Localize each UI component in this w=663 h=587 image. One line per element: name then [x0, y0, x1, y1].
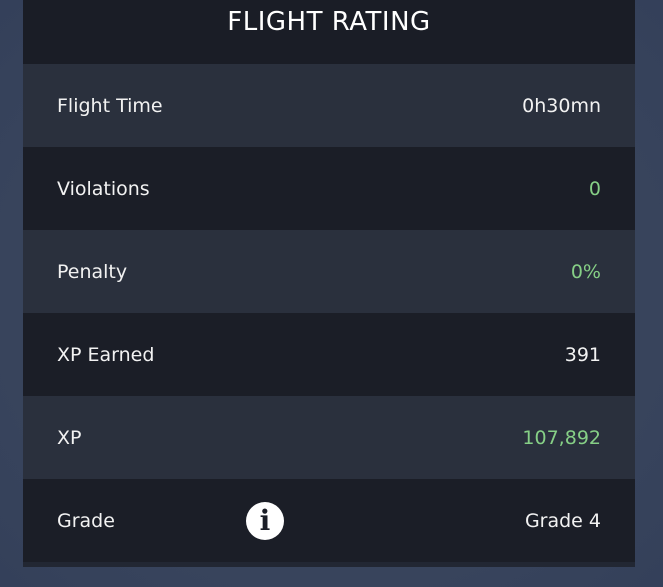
row-xp: XP 107,892 [23, 396, 635, 479]
row-value: Grade 4 [524, 509, 601, 532]
row-violations: Violations 0 [23, 147, 635, 230]
row-value: 0h30mn [522, 94, 601, 117]
row-penalty: Penalty 0% [23, 230, 635, 313]
row-label: XP [57, 426, 82, 449]
row-label: Violations [57, 177, 150, 200]
row-label: XP Earned [57, 343, 155, 366]
row-value: 391 [564, 343, 601, 366]
row-label: Penalty [57, 260, 128, 283]
panel-title: FLIGHT RATING [23, 0, 635, 64]
row-label: Flight Time [57, 94, 163, 117]
row-xp-earned: XP Earned 391 [23, 313, 635, 396]
flight-rating-panel: FLIGHT RATING Flight Time 0h30mn Violati… [23, 0, 635, 567]
row-flight-time: Flight Time 0h30mn [23, 64, 635, 147]
row-value: 0% [570, 260, 601, 283]
row-value: 107,892 [522, 426, 601, 449]
row-grade: Grade i Grade 4 [23, 479, 635, 562]
row-label: Grade [57, 509, 115, 532]
row-value: 0 [588, 177, 601, 200]
info-icon[interactable]: i [246, 502, 284, 540]
